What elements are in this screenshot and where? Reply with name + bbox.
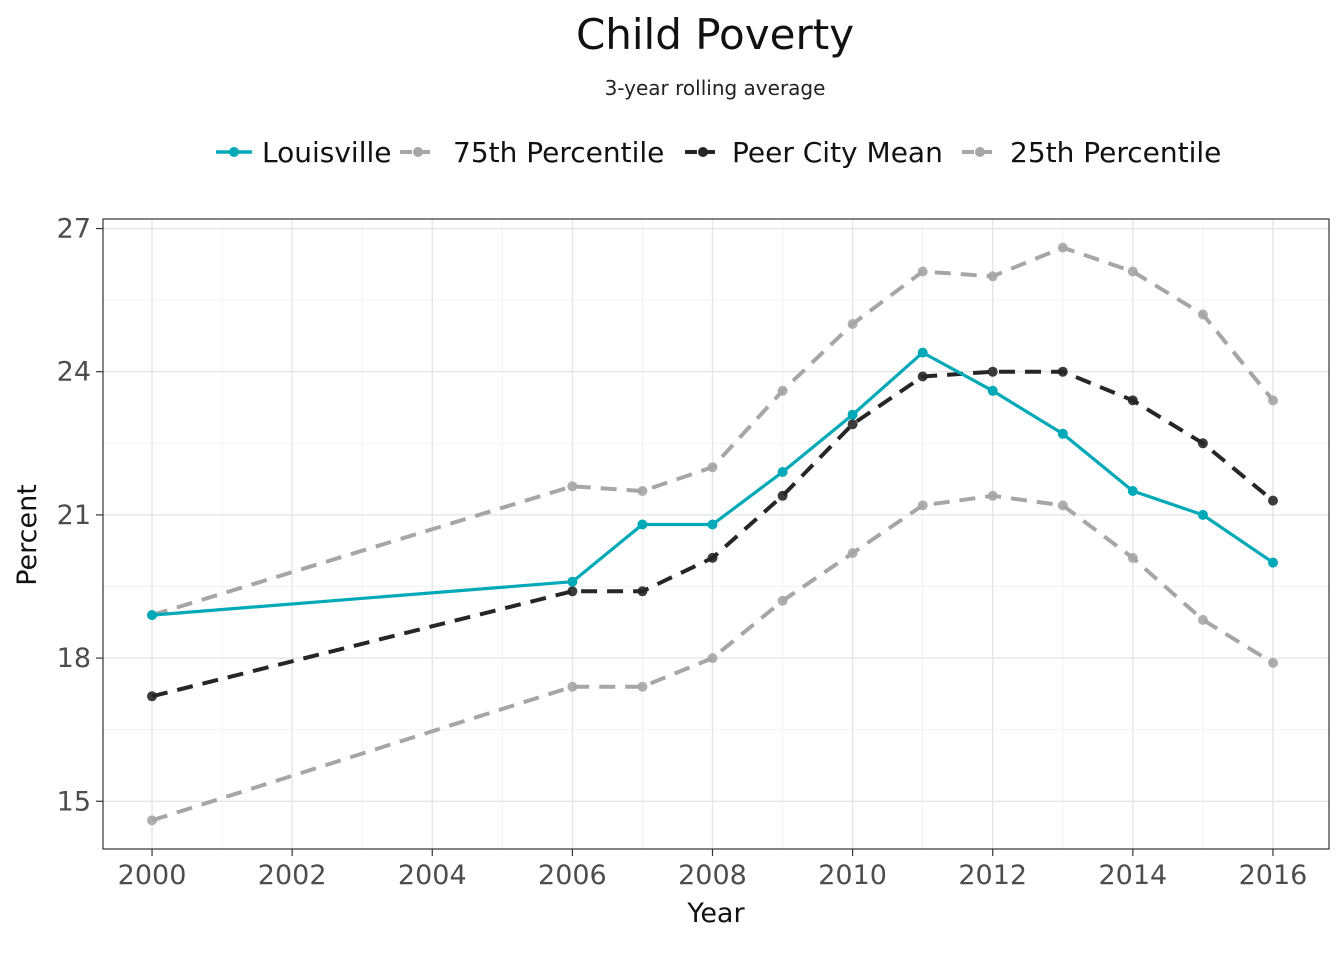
legend-key-point bbox=[698, 147, 708, 157]
data-point-louisville bbox=[1197, 509, 1208, 520]
data-point-louisville bbox=[987, 385, 998, 396]
series-peer-city-mean bbox=[147, 366, 1278, 702]
data-point-25th-percentile bbox=[567, 681, 578, 692]
x-tick-label: 2012 bbox=[958, 860, 1027, 891]
data-point-louisville bbox=[1268, 557, 1278, 568]
series-louisville bbox=[147, 347, 1278, 621]
data-point-25th-percentile bbox=[637, 681, 648, 692]
legend-item-peer-city-mean: Peer City Mean bbox=[685, 136, 943, 169]
data-point-25th-percentile bbox=[1057, 500, 1068, 511]
data-point-25th-percentile bbox=[987, 490, 998, 501]
series-line-75th-percentile bbox=[151, 245, 1275, 618]
data-point-75th-percentile bbox=[917, 266, 928, 277]
data-point-75th-percentile bbox=[1268, 395, 1278, 406]
data-point-75th-percentile bbox=[567, 481, 578, 492]
x-tick-label: 2006 bbox=[538, 860, 607, 891]
data-point-peer-city-mean bbox=[1197, 438, 1208, 449]
data-point-75th-percentile bbox=[1127, 266, 1138, 277]
legend-key-point bbox=[413, 147, 423, 157]
legend-key-point bbox=[975, 147, 985, 157]
data-point-louisville bbox=[1057, 428, 1068, 439]
x-tick-label: 2016 bbox=[1239, 860, 1308, 891]
data-point-25th-percentile bbox=[147, 815, 157, 826]
chart-subtitle: 3-year rolling average bbox=[605, 76, 826, 100]
y-tick-label: 27 bbox=[57, 214, 91, 245]
data-point-peer-city-mean bbox=[707, 552, 718, 563]
data-point-louisville bbox=[707, 519, 718, 530]
data-point-25th-percentile bbox=[847, 548, 858, 559]
x-tick-label: 2002 bbox=[258, 860, 327, 891]
x-axis-title: Year bbox=[686, 898, 745, 929]
data-point-peer-city-mean bbox=[847, 419, 858, 430]
x-tick-label: 2008 bbox=[678, 860, 747, 891]
y-tick-label: 21 bbox=[57, 500, 91, 531]
grid-minor bbox=[103, 219, 1329, 849]
data-point-75th-percentile bbox=[847, 319, 858, 329]
x-tick-label: 2004 bbox=[398, 860, 467, 891]
legend-label: Louisville bbox=[262, 136, 392, 169]
data-point-peer-city-mean bbox=[987, 366, 998, 377]
data-point-louisville bbox=[637, 519, 648, 530]
x-axis: 2000 2002 2004 2006 2008 2010 2012 2014 2016 bbox=[118, 849, 1308, 891]
legend-label: 75th Percentile bbox=[453, 136, 664, 169]
chart-title: Child Poverty bbox=[576, 10, 854, 59]
data-point-25th-percentile bbox=[707, 653, 718, 664]
panel-border bbox=[102, 218, 1330, 850]
legend-key-point bbox=[229, 147, 239, 157]
series-75th-percentile bbox=[147, 242, 1278, 621]
data-point-peer-city-mean bbox=[1268, 495, 1278, 506]
x-tick-label: 2014 bbox=[1098, 860, 1167, 891]
data-point-peer-city-mean bbox=[1127, 395, 1138, 406]
data-point-peer-city-mean bbox=[567, 586, 578, 597]
data-point-75th-percentile bbox=[1057, 242, 1068, 253]
x-tick-label: 2000 bbox=[118, 860, 187, 891]
legend-item-25th-percentile: 25th Percentile bbox=[962, 136, 1221, 169]
grid-major bbox=[103, 219, 1329, 849]
legend-label: 25th Percentile bbox=[1010, 136, 1221, 169]
data-point-25th-percentile bbox=[1268, 657, 1278, 668]
series-25th-percentile bbox=[147, 490, 1278, 826]
y-tick-label: 18 bbox=[57, 643, 91, 674]
data-point-louisville bbox=[777, 467, 788, 477]
data-point-75th-percentile bbox=[637, 486, 648, 496]
series-line-25th-percentile bbox=[151, 493, 1275, 823]
data-point-peer-city-mean bbox=[917, 371, 928, 382]
legend-item-75th-percentile: 75th Percentile bbox=[400, 136, 664, 169]
y-tick-label: 15 bbox=[57, 786, 91, 817]
x-tick-label: 2010 bbox=[818, 860, 887, 891]
legend: Louisville 75th Percentile Peer City Mean 2… bbox=[216, 136, 1221, 169]
data-point-louisville bbox=[567, 576, 578, 587]
data-point-peer-city-mean bbox=[147, 691, 157, 702]
data-point-peer-city-mean bbox=[777, 490, 788, 501]
data-point-75th-percentile bbox=[707, 462, 718, 473]
series-line-peer-city-mean bbox=[151, 369, 1275, 699]
data-point-25th-percentile bbox=[1127, 552, 1138, 563]
data-point-25th-percentile bbox=[917, 500, 928, 511]
series-layer bbox=[147, 242, 1278, 826]
series-line-louisville bbox=[151, 351, 1274, 617]
data-point-75th-percentile bbox=[777, 385, 788, 396]
data-point-75th-percentile bbox=[1197, 309, 1208, 320]
data-point-25th-percentile bbox=[1197, 614, 1208, 625]
y-tick-label: 24 bbox=[57, 357, 91, 388]
data-point-louisville bbox=[147, 610, 157, 621]
data-point-louisville bbox=[917, 347, 928, 358]
y-axis: 15 18 21 24 27 bbox=[57, 214, 103, 817]
legend-item-louisville: Louisville bbox=[216, 136, 392, 169]
y-axis-title: Percent bbox=[12, 484, 43, 586]
data-point-peer-city-mean bbox=[637, 586, 648, 597]
data-point-louisville bbox=[847, 409, 858, 420]
data-point-75th-percentile bbox=[987, 271, 998, 282]
data-point-louisville bbox=[1127, 486, 1138, 496]
data-point-peer-city-mean bbox=[1057, 366, 1068, 377]
plot-area bbox=[102, 218, 1330, 850]
legend-label: Peer City Mean bbox=[732, 136, 943, 169]
data-point-25th-percentile bbox=[777, 595, 788, 606]
